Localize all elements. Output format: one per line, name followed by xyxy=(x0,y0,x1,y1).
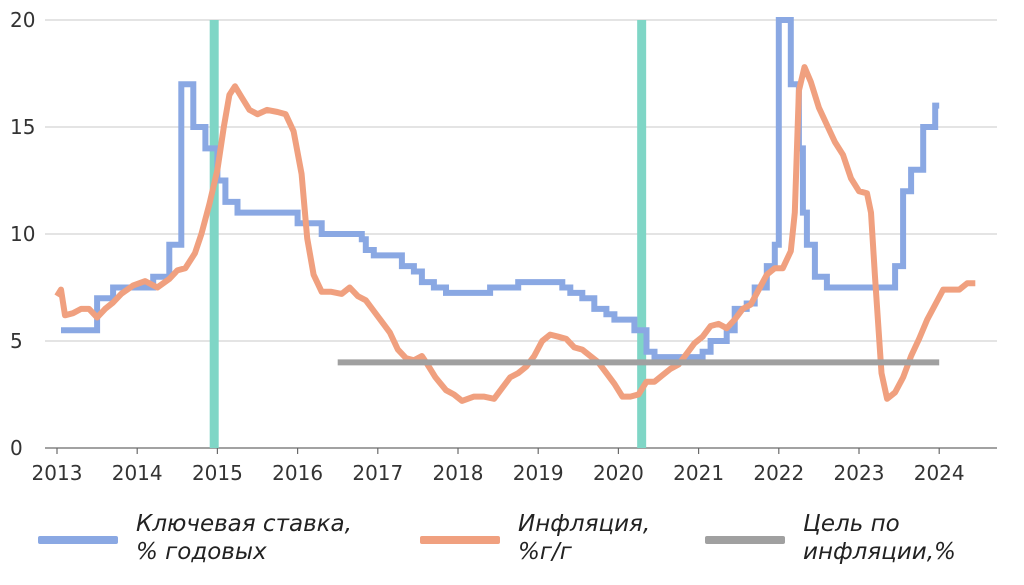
x-tick-label-2015: 2015 xyxy=(192,461,243,485)
legend-swatch-inflation xyxy=(420,536,500,544)
legend-swatch-key-rate xyxy=(38,536,118,544)
y-tick-label-20: 20 xyxy=(10,8,35,32)
x-tick-label-2016: 2016 xyxy=(272,461,323,485)
x-tick-label-2024: 2024 xyxy=(914,461,965,485)
x-tick-label-2021: 2021 xyxy=(673,461,724,485)
series-line-inflation xyxy=(54,64,976,404)
x-tick-label-2014: 2014 xyxy=(112,461,163,485)
y-tick-label-15: 15 xyxy=(10,115,35,139)
legend-label-target: Цель по инфляции,% xyxy=(803,511,956,565)
x-tick-label-2013: 2013 xyxy=(32,461,83,485)
legend: Ключевая ставка, % годовых Инфляция, %г/… xyxy=(0,500,1024,585)
legend-item-key-rate: Ключевая ставка, % годовых xyxy=(38,510,352,566)
x-tick-label-2018: 2018 xyxy=(433,461,484,485)
legend-label-inflation: Инфляция, %г/г xyxy=(518,511,651,565)
y-tick-label-10: 10 xyxy=(10,222,35,246)
legend-swatch-target xyxy=(705,536,785,544)
x-tick-label-2020: 2020 xyxy=(593,461,644,485)
x-tick-label-2022: 2022 xyxy=(753,461,804,485)
x-tick-label-2023: 2023 xyxy=(834,461,885,485)
legend-item-target: Цель по инфляции,% xyxy=(705,510,956,566)
series-line-key-rate xyxy=(61,17,940,361)
x-tick-label-2019: 2019 xyxy=(513,461,564,485)
chart-area: 0 5 10 15 20 2013 2014 2015 2016 2017 2018 2019 2020… xyxy=(10,8,997,485)
legend-item-inflation: Инфляция, %г/г xyxy=(420,510,650,566)
y-tick-label-0: 0 xyxy=(10,436,23,460)
x-tick-label-2017: 2017 xyxy=(352,461,403,485)
y-tick-label-5: 5 xyxy=(10,329,23,353)
legend-label-key-rate: Ключевая ставка, % годовых xyxy=(136,511,352,565)
